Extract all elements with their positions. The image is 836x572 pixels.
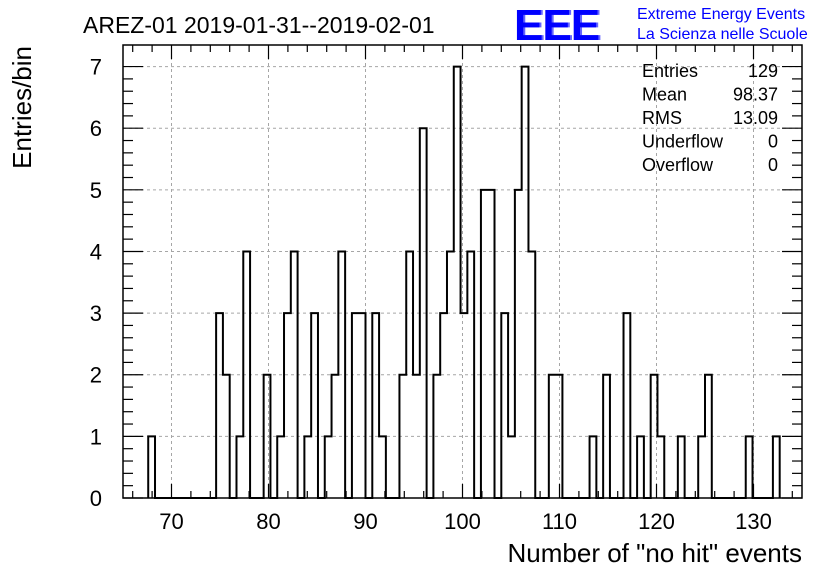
eee-logo: EEE EEE Extreme Energy Events La Scienza… xyxy=(514,1,808,50)
stats-label: Mean xyxy=(642,85,687,105)
stats-value: 129 xyxy=(748,61,778,81)
histogram-bin xyxy=(773,436,780,498)
y-tick-label: 7 xyxy=(90,55,102,80)
stats-label: RMS xyxy=(642,108,682,128)
histogram-bin xyxy=(678,436,685,498)
axes xyxy=(122,44,803,499)
histogram-bin xyxy=(440,313,447,498)
x-tick-label: 100 xyxy=(444,509,481,534)
y-tick-label: 4 xyxy=(90,239,102,264)
x-axis-label: Number of "no hit" events xyxy=(508,538,803,568)
y-tick-label: 1 xyxy=(90,424,102,449)
histogram-bin xyxy=(508,436,515,498)
histogram-bin xyxy=(284,313,291,498)
stats-label: Entries xyxy=(642,61,698,81)
logo-mark: EEE xyxy=(514,1,599,50)
x-tick-label: 120 xyxy=(638,509,675,534)
stats-value: 98.37 xyxy=(733,85,778,105)
histogram-bin xyxy=(379,436,386,498)
histogram-bin xyxy=(746,436,753,498)
stats-value: 0 xyxy=(768,155,778,175)
histogram-bin xyxy=(454,67,461,498)
histogram-bin xyxy=(698,436,705,498)
histogram-bin xyxy=(277,436,284,498)
y-tick-label: 3 xyxy=(90,301,102,326)
histogram-bin xyxy=(624,313,631,498)
grid xyxy=(123,45,802,498)
y-axis-label: Entries/bin xyxy=(7,46,37,169)
histogram-bin xyxy=(637,436,644,498)
histogram-bin xyxy=(325,436,332,498)
histogram-bin xyxy=(236,436,243,498)
logo-line1: Extreme Energy Events xyxy=(637,6,805,23)
histogram-bin xyxy=(590,436,597,498)
histogram-bin xyxy=(461,313,468,498)
histogram-bin xyxy=(372,313,379,498)
histogram-bin xyxy=(488,190,495,498)
y-tick-label: 0 xyxy=(90,486,102,511)
histogram-bin xyxy=(311,313,318,498)
x-tick-label: 80 xyxy=(256,509,280,534)
histogram-bin xyxy=(501,313,508,498)
logo-line2: La Scienza nelle Scuole xyxy=(637,26,808,43)
histogram-bin xyxy=(352,313,359,498)
logo-mark-shadow: EEE xyxy=(516,1,601,50)
x-tick-label: 130 xyxy=(735,509,772,534)
stats-value: 0 xyxy=(768,132,778,152)
stats-value: 13.09 xyxy=(733,108,778,128)
x-tick-label: 70 xyxy=(159,509,183,534)
y-tick-label: 2 xyxy=(90,363,102,388)
histogram-bin xyxy=(481,190,488,498)
histogram-bin xyxy=(304,436,311,498)
histogram-outline xyxy=(147,65,781,499)
x-tick-labels: 70 80 90 100 110 120 130 xyxy=(159,509,772,534)
histogram-bin xyxy=(522,67,529,498)
stats-label: Overflow xyxy=(642,155,714,175)
histogram-bin xyxy=(359,313,366,498)
y-tick-label: 6 xyxy=(90,116,102,141)
y-tick-label: 5 xyxy=(90,178,102,203)
stats-label: Underflow xyxy=(642,132,724,152)
y-tick-labels: 0 1 2 3 4 5 6 7 xyxy=(90,55,102,511)
histogram-bin xyxy=(148,436,155,498)
histogram-bin xyxy=(657,436,664,498)
stats-box: Entries 129 Mean 98.37 RMS 13.09 Underflow 0 Ove… xyxy=(642,61,778,175)
x-tick-label: 110 xyxy=(542,509,577,534)
histogram-bin xyxy=(216,313,223,498)
histogram-bin xyxy=(515,190,522,498)
histogram-line xyxy=(147,65,781,499)
chart-title: AREZ-01 2019-01-31--2019-02-01 xyxy=(83,12,435,38)
x-tick-label: 90 xyxy=(353,509,377,534)
